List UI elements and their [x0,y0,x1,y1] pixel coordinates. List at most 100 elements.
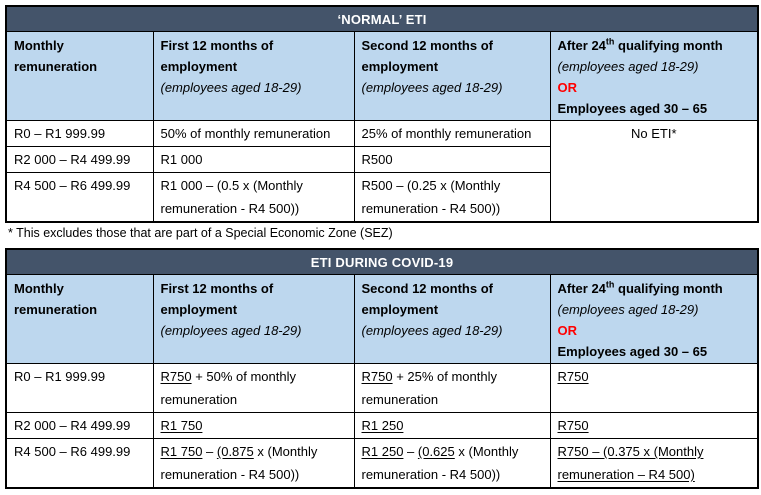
text-segment: R750 [557,418,589,433]
header-second-12-months: Second 12 months of employment (employees… [353,274,551,364]
text-segment: th [605,279,615,290]
text-line: First 12 months of employment [161,278,347,320]
cell-no-eti: No ETI* [549,120,759,223]
table-row: R0 – R1 999.99 R750 + 50% of monthly rem… [5,363,759,413]
cell-first12-value: R1 750 [152,412,355,439]
cell-remuneration-range: R4 500 – R6 499.99 [5,438,154,489]
text-segment: Monthly remuneration [14,281,98,317]
text-segment: th [605,36,615,47]
text-line: R750 + 50% of monthly remuneration [161,365,347,411]
text-segment: After 24 [557,281,606,296]
text-segment: (employees aged 18-29) [160,80,302,95]
text-line: (employees aged 18-29) [161,77,347,98]
cell-second12-value: R750 + 25% of monthly remuneration [353,363,551,413]
cell-after24-value: R750 [549,412,759,439]
text-segment: R750 [361,369,393,384]
text-segment: x (Monthly remuneration - R4 500)) [361,444,519,482]
text-line: Second 12 months of employment [362,35,543,77]
covid-eti-table: ETI DURING COVID-19 Monthly remuneration… [5,248,760,489]
text-line: (employees aged 18-29) [558,56,751,77]
text-line: R1 250 – (0.625 x (Monthly remuneration … [362,440,543,486]
sez-footnote: * This excludes those that are part of a… [8,226,393,240]
text-line: R750 – (0.375 x (Monthly remuneration – … [558,440,751,486]
text-line: (employees aged 18-29) [558,299,751,320]
text-segment: + 50% of monthly remuneration [160,369,297,407]
text-segment: + 25% of monthly remuneration [361,369,498,407]
text-segment: R1 750 [160,418,203,433]
text-segment: First 12 months of employment [160,38,274,74]
text-line: After 24th qualifying month [558,278,751,299]
text-segment: (0.625 [417,444,455,459]
normal-eti-table: ‘NORMAL’ ETI Monthly remuneration First … [5,5,760,223]
text-segment: (employees aged 18-29) [160,323,302,338]
text-line: Monthly remuneration [14,35,146,77]
text-line: After 24th qualifying month [558,35,751,56]
normal-eti-title-row: ‘NORMAL’ ETI [5,5,759,32]
text-segment: (employees aged 18-29) [361,80,503,95]
header-first-12-months: First 12 months of employment (employees … [152,31,355,121]
text-segment: After 24 [557,38,606,53]
cell-first12-value: R1 000 – (0.5 x (Monthly remuneration - … [152,172,355,223]
cell-first12-value: R750 + 50% of monthly remuneration [152,363,355,413]
text-line: OR [558,77,751,98]
cell-first12-value: R1 750 – (0.875 x (Monthly remuneration … [152,438,355,489]
text-segment: – [202,444,217,459]
table-row: R4 500 – R6 499.99 R1 750 – (0.875 x (Mo… [5,438,759,489]
text-segment: First 12 months of employment [160,281,274,317]
text-line: R1 750 – (0.875 x (Monthly remuneration … [161,440,347,486]
text-line: R1 250 [362,414,543,437]
text-segment: qualifying month [614,281,723,296]
text-line: R750 [558,365,751,388]
cell-remuneration-range: R0 – R1 999.99 [5,120,154,147]
header-after-24th-month: After 24th qualifying month (employees ag… [549,31,759,121]
text-line: OR [558,320,751,341]
header-after-24th-month: After 24th qualifying month (employees ag… [549,274,759,364]
text-line: Second 12 months of employment [362,278,543,320]
covid-eti-header-row: Monthly remuneration First 12 months of … [5,274,759,364]
table-row: R4 500 – R6 499.99 R1 000 – (0.5 x (Mont… [5,172,758,223]
table-row: R0 – R1 999.99 50% of monthly remunerati… [5,120,759,223]
cell-second12-value: R500 [353,146,551,173]
cell-after24-value: R750 – (0.375 x (Monthly remuneration – … [549,438,759,489]
text-segment: Second 12 months of employment [361,281,493,317]
cell-second12-value: 25% of monthly remuneration [353,120,551,147]
text-segment: Employees aged 30 – 65 [557,101,708,116]
header-first-12-months: First 12 months of employment (employees … [152,274,355,364]
covid-eti-title: ETI DURING COVID-19 [5,248,759,275]
text-line: R1 750 [161,414,347,437]
text-segment: R1 250 [361,418,404,433]
cell-second12-value: R1 250 [353,412,551,439]
text-segment: R750 – (0.375 x (Monthly remuneration – … [557,444,704,482]
text-segment: – [403,444,418,459]
header-monthly-remuneration: Monthly remuneration [5,31,154,121]
text-line: First 12 months of employment [161,35,347,77]
cell-first12-value: R1 000 [152,146,355,173]
text-segment: Employees aged 30 – 65 [557,344,708,359]
text-line: (employees aged 18-29) [161,320,347,341]
cell-first12-value: 50% of monthly remuneration [152,120,355,147]
text-line: (employees aged 18-29) [362,77,543,98]
cell-remuneration-range: R2 000 – R4 499.99 [5,146,154,173]
text-line: Employees aged 30 – 65 [558,98,751,119]
text-line: R750 [558,414,751,437]
cell-remuneration-range: R4 500 – R6 499.99 [5,172,154,223]
header-monthly-remuneration: Monthly remuneration [5,274,154,364]
text-segment: OR [557,323,578,338]
cell-second12-value: R1 250 – (0.625 x (Monthly remuneration … [353,438,551,489]
table-row: R2 000 – R4 499.99 R1 750 R1 250 R750 [5,412,759,439]
cell-after24-value: R750 [549,363,759,413]
text-segment: R1 250 [361,444,404,459]
text-segment: (employees aged 18-29) [557,302,699,317]
text-segment: R750 [160,369,192,384]
text-line: (employees aged 18-29) [362,320,543,341]
text-segment: (0.875 [216,444,254,459]
cell-remuneration-range: R0 – R1 999.99 [5,363,154,413]
normal-eti-header-row: Monthly remuneration First 12 months of … [5,31,759,121]
text-segment: R1 750 [160,444,203,459]
text-segment: Second 12 months of employment [361,38,493,74]
text-line: Employees aged 30 – 65 [558,341,751,362]
text-segment: x (Monthly remuneration - R4 500)) [160,444,318,482]
text-segment: (employees aged 18-29) [361,323,503,338]
text-segment: OR [557,80,578,95]
